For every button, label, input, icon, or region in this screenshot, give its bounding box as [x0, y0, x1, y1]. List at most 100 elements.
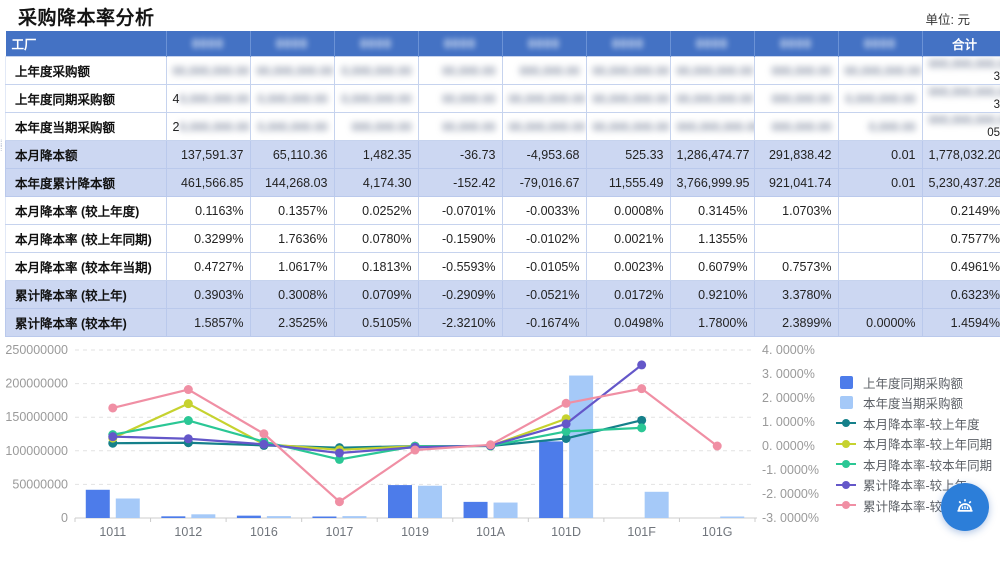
masked-value: 000,000,000,00	[928, 112, 1000, 127]
masked-cell: 000,000.00	[501, 56, 587, 85]
column-header-masked: 0000	[166, 31, 251, 57]
value-cell: 0.0709%	[333, 280, 419, 309]
value-cell: -0.0102%	[501, 224, 587, 253]
value-cell: 1.4594%	[921, 308, 1000, 337]
column-header-masked: 0000	[670, 31, 755, 57]
value-cell: 0.0780%	[333, 224, 419, 253]
masked-value: 00,000.00	[442, 119, 496, 134]
masked-header-text: 0000	[780, 36, 812, 51]
masked-value: 000,000,000,00	[928, 56, 1000, 71]
value-cell: 1,482.35	[333, 140, 419, 169]
value-cell: 0.7577%	[921, 224, 1000, 253]
value-cell: -0.1590%	[417, 224, 503, 253]
legend-item[interactable]: 本月降本率-较上年度	[836, 413, 992, 434]
table-row: 本年度当期采购额 2 0,000,000.00 0,000,000.00 000,000…	[5, 112, 1000, 141]
masked-value: 00,000,000.00	[592, 63, 670, 78]
value-cell: 0.3299%	[165, 224, 251, 253]
column-header-masked: 0000	[502, 31, 587, 57]
x-axis-category-label: 101G	[702, 525, 733, 539]
point-累计降本率-较本年	[637, 384, 647, 394]
value-cell: 0.6323%	[921, 280, 1000, 309]
masked-cell: 4 0,000,000.00	[165, 84, 251, 113]
masked-cell: 0,000,000.00	[249, 112, 335, 141]
table-row: 本月降本额 137,591.37 65,110.36 1,482.35 -36.73 -4…	[5, 140, 1000, 169]
value-cell: 0.3145%	[669, 196, 755, 225]
value-cell	[837, 280, 923, 309]
masked-cell: 0,000.00	[837, 112, 923, 141]
value-cell: 2.3899%	[753, 308, 839, 337]
masked-header-text: 0000	[276, 36, 308, 51]
legend-line-marker	[836, 417, 856, 430]
point-累计降本率-较上年	[108, 432, 118, 442]
table-row: 本月降本率 (较上年同期) 0.3299% 1.7636% 0.0780% -0.159…	[5, 224, 1000, 253]
right-axis-tick-label: 4. 0000%	[762, 343, 815, 357]
point-本月降本率-较本年同期	[561, 426, 571, 436]
legend-item[interactable]: 上年度同期采购额	[836, 372, 992, 393]
value-cell: 144,268.03	[249, 168, 335, 197]
column-header-masked: 0000	[334, 31, 419, 57]
legend-line-marker	[836, 458, 856, 471]
alarm-fab-button[interactable]	[941, 483, 989, 531]
point-本月降本率-较上年同期	[183, 399, 193, 409]
legend-item[interactable]: 本月降本率-较上年同期	[836, 434, 992, 455]
column-header-masked: 0000	[418, 31, 503, 57]
bar-本年度当期采购额	[115, 498, 140, 518]
point-累计降本率-较本年	[561, 398, 571, 408]
bar-上年度同期采购额	[312, 516, 337, 518]
masked-cell: 00,000.00	[417, 84, 503, 113]
bar-上年度同期采购额	[85, 489, 110, 518]
masked-cell: 2 0,000,000.00	[165, 112, 251, 141]
x-axis-category-label: 101A	[476, 525, 506, 539]
masked-cell: 00,000,000.00	[249, 56, 335, 85]
value-cell: -0.0521%	[501, 280, 587, 309]
right-axis-tick-label: 3. 0000%	[762, 367, 815, 381]
legend-item[interactable]: 本月降本率-较本年同期	[836, 454, 992, 475]
value-cell: 65,110.36	[249, 140, 335, 169]
value-cell: 525.33	[585, 140, 671, 169]
value-cell: 3.3780%	[753, 280, 839, 309]
value-cell: 0.0023%	[585, 252, 671, 281]
value-cell: 1.7800%	[669, 308, 755, 337]
value-cell: -152.42	[417, 168, 503, 197]
masked-value: 00,000,000.00	[844, 63, 922, 78]
masked-cell: 00,000,000.00	[585, 112, 671, 141]
value-cell	[837, 252, 923, 281]
value-cell: 1.5857%	[165, 308, 251, 337]
value-cell: 0.3008%	[249, 280, 335, 309]
point-本月降本率-较本年同期	[637, 423, 647, 433]
legend-item-label: 本年度当期采购额	[863, 397, 964, 412]
masked-cell: 00,000.00	[417, 112, 503, 141]
masked-header-text: 0000	[360, 36, 392, 51]
value-cell: 0.0498%	[585, 308, 671, 337]
column-header-factory: 工厂	[5, 31, 167, 57]
legend-line-marker	[836, 478, 856, 491]
line-本月降本率-较上年度	[112, 419, 642, 449]
visible-digit: 3	[993, 70, 1000, 83]
value-cell: 0.0021%	[585, 224, 671, 253]
bar-上年度同期采购额	[463, 501, 488, 518]
value-cell: 921,041.74	[753, 168, 839, 197]
bar-上年度同期采购额	[388, 485, 412, 518]
row-label: 上年度采购额	[5, 56, 167, 85]
masked-header-text: 0000	[696, 36, 728, 51]
row-label: 上年度同期采购额	[5, 84, 167, 113]
bar-上年度同期采购额	[236, 515, 261, 518]
masked-value: 00,000,000.00	[676, 63, 754, 78]
table-drag-handle[interactable]: ⁞ ⁞	[0, 138, 3, 153]
point-累计降本率-较上年	[637, 360, 647, 370]
right-axis-tick-label: -3. 0000%	[762, 511, 819, 525]
value-cell: -2.3210%	[417, 308, 503, 337]
right-axis-tick-label: 1. 0000%	[762, 415, 815, 429]
point-累计降本率-较本年	[183, 385, 193, 395]
value-cell	[837, 196, 923, 225]
value-cell: -0.0033%	[501, 196, 587, 225]
legend-item[interactable]: 本年度当期采购额	[836, 393, 992, 414]
legend-item[interactable]: 累计降本率-较上年	[836, 475, 992, 496]
value-cell: 0.1357%	[249, 196, 335, 225]
bar-本年度当期采购额	[720, 516, 745, 518]
masked-cell: 00,000,000.00	[669, 84, 755, 113]
value-cell: 1,778,032.20	[921, 140, 1000, 169]
value-cell: 137,591.37	[165, 140, 251, 169]
unit-label: 单位: 元	[925, 13, 970, 27]
bar-本年度当期采购额	[266, 516, 291, 518]
